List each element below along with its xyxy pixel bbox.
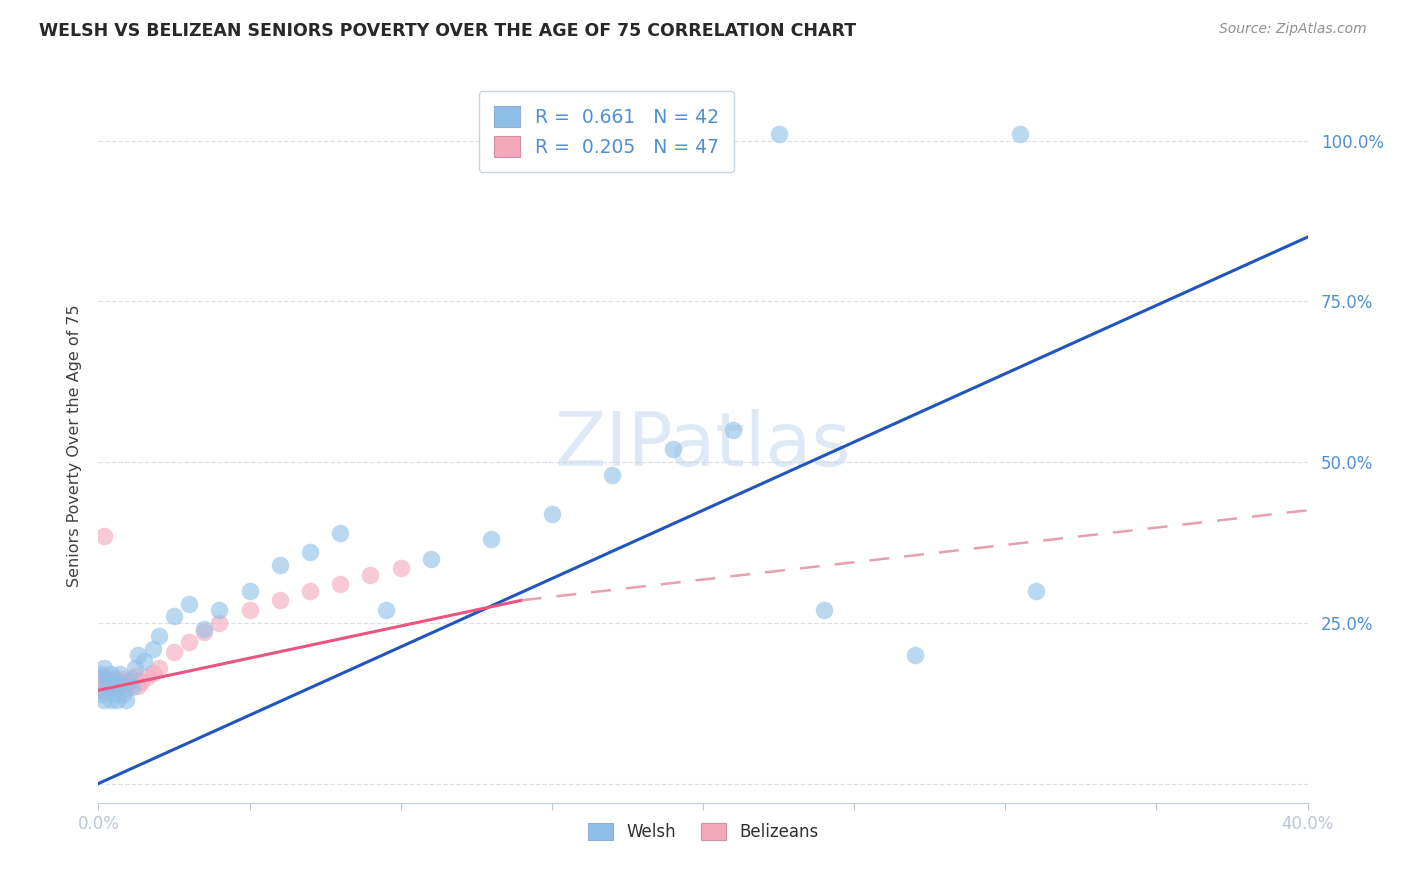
Point <box>90 673 112 688</box>
Point <box>602 467 624 482</box>
Legend: Welsh, Belizeans: Welsh, Belizeans <box>581 816 825 848</box>
Point <box>93 673 115 688</box>
Point <box>90 680 112 694</box>
Point <box>193 625 215 640</box>
Point <box>105 693 128 707</box>
Point <box>89 673 111 688</box>
Point <box>208 615 231 630</box>
Point <box>269 558 291 572</box>
Point <box>100 672 122 686</box>
Point <box>723 423 745 437</box>
Point <box>108 667 131 681</box>
Point <box>135 670 157 684</box>
Point <box>127 648 149 662</box>
Point <box>111 675 134 690</box>
Point <box>93 677 115 691</box>
Point <box>121 680 143 694</box>
Point <box>118 673 141 688</box>
Point <box>360 567 382 582</box>
Point <box>163 645 186 659</box>
Point <box>813 603 835 617</box>
Point <box>269 593 291 607</box>
Point <box>1024 583 1046 598</box>
Point <box>329 525 352 540</box>
Point <box>148 629 170 643</box>
Point <box>239 583 262 598</box>
Point <box>193 622 215 636</box>
Point <box>299 545 322 559</box>
Point <box>299 583 322 598</box>
Point <box>661 442 683 457</box>
Point <box>481 533 503 547</box>
Point <box>121 672 143 686</box>
Point <box>96 673 118 688</box>
Point <box>420 551 443 566</box>
Point <box>114 693 136 707</box>
Point <box>163 609 186 624</box>
Point <box>105 680 128 694</box>
Point <box>374 603 396 617</box>
Point <box>111 686 134 700</box>
Point <box>93 670 115 684</box>
Text: Source: ZipAtlas.com: Source: ZipAtlas.com <box>1219 22 1367 37</box>
Point <box>96 680 118 694</box>
Point <box>768 127 790 141</box>
Point <box>100 667 122 681</box>
Point <box>1010 127 1032 141</box>
Point <box>90 686 112 700</box>
Point <box>87 677 110 691</box>
Point <box>208 603 231 617</box>
Text: ZIPatlas: ZIPatlas <box>555 409 851 483</box>
Point <box>389 561 412 575</box>
Point <box>103 675 125 690</box>
Point <box>89 677 111 691</box>
Point <box>105 673 128 687</box>
Point <box>105 677 128 691</box>
Y-axis label: Seniors Poverty Over the Age of 75: Seniors Poverty Over the Age of 75 <box>66 305 82 587</box>
Point <box>179 635 201 649</box>
Point <box>142 641 165 656</box>
Point <box>90 683 112 698</box>
Point <box>118 673 141 688</box>
Point <box>329 577 352 591</box>
Point <box>111 673 134 687</box>
Point <box>108 678 131 692</box>
Point <box>103 681 125 696</box>
Point <box>103 673 125 688</box>
Point <box>90 667 112 681</box>
Point <box>90 670 112 684</box>
Point <box>132 654 155 668</box>
Point <box>93 529 115 543</box>
Point <box>142 665 165 680</box>
Point <box>89 683 111 698</box>
Point <box>93 661 115 675</box>
Point <box>179 597 201 611</box>
Point <box>239 603 262 617</box>
Point <box>127 679 149 693</box>
Point <box>540 507 562 521</box>
Point <box>124 668 146 682</box>
Text: WELSH VS BELIZEAN SENIORS POVERTY OVER THE AGE OF 75 CORRELATION CHART: WELSH VS BELIZEAN SENIORS POVERTY OVER T… <box>39 22 856 40</box>
Point <box>118 677 141 691</box>
Point <box>96 675 118 690</box>
Point <box>100 693 122 707</box>
Point <box>148 661 170 675</box>
Point <box>89 680 111 694</box>
Point <box>108 673 131 688</box>
Point <box>100 677 122 691</box>
Point <box>103 686 125 700</box>
Point <box>114 681 136 696</box>
Point <box>90 677 112 691</box>
Point <box>904 648 927 662</box>
Point <box>96 680 118 694</box>
Point <box>93 693 115 707</box>
Point <box>129 675 152 690</box>
Point <box>96 677 118 691</box>
Point <box>124 661 146 675</box>
